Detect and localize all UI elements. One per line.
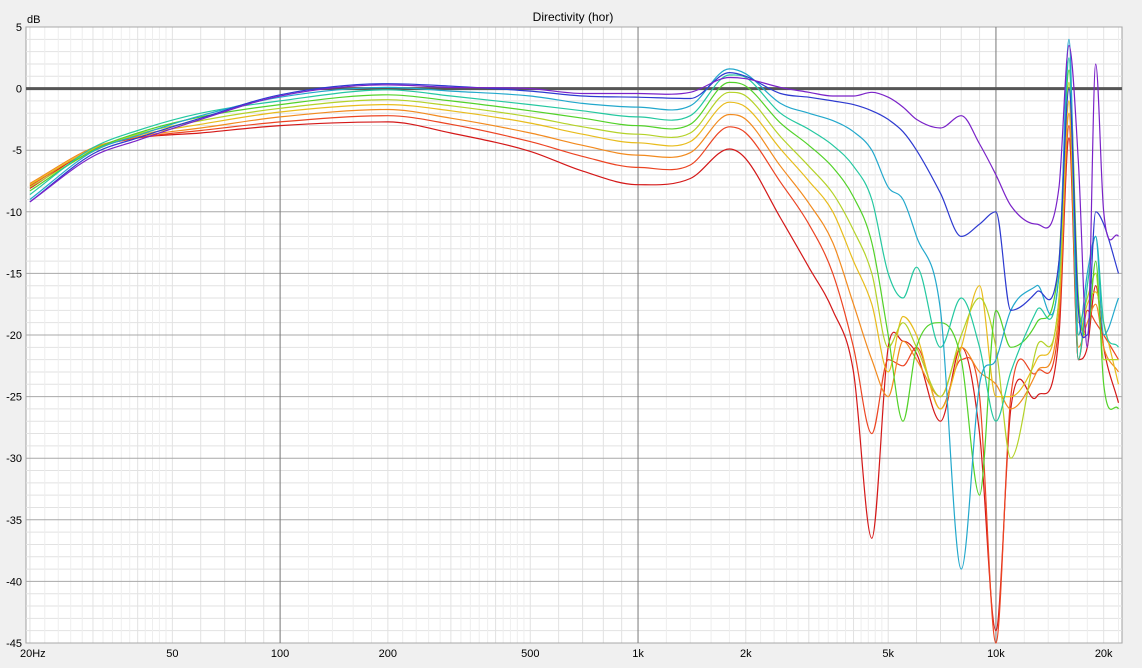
x-tick-label: 5k: [882, 648, 894, 660]
y-axis-label: dB: [27, 14, 40, 26]
x-tick-label: 10k: [987, 648, 1005, 660]
x-tick-label: 100: [271, 648, 289, 660]
x-tick-label: 500: [521, 648, 539, 660]
series-layer: [29, 38, 1120, 644]
series-line-1: [29, 72, 1120, 339]
series-line-7: [29, 108, 1120, 410]
y-axis-tick-labels: 5 0 -5 -10 -15 -20 -25 -30 -35 -40 -45: [6, 22, 22, 650]
x-axis-tick-labels: 20Hz 50 100 200 500 1k 2k 5k 10k 20k: [20, 648, 1113, 660]
x-tick-label: 200: [379, 648, 397, 660]
y-tick-label: -10: [6, 207, 22, 219]
x-tick-label: 20k: [1095, 648, 1113, 660]
y-tick-label: -30: [6, 453, 22, 465]
x-tick-label: 2k: [740, 648, 752, 660]
x-tick-label: 1k: [632, 648, 644, 660]
y-tick-label: 0: [16, 84, 22, 96]
y-tick-label: -40: [6, 576, 22, 588]
y-tick-label: -5: [12, 145, 22, 157]
chart-title: Directivity (hor): [533, 10, 614, 24]
series-line-2: [29, 38, 1120, 570]
y-tick-label: -45: [6, 638, 22, 650]
y-tick-label: -35: [6, 515, 22, 527]
y-tick-label: -15: [6, 268, 22, 280]
series-line-6: [29, 100, 1120, 410]
series-line-0: [29, 44, 1120, 348]
series-line-4: [29, 69, 1120, 496]
series-line-3: [29, 57, 1120, 422]
series-line-5: [29, 81, 1119, 459]
x-tick-label: 50: [166, 648, 178, 660]
y-tick-label: -20: [6, 330, 22, 342]
y-tick-label: 5: [16, 22, 22, 34]
x-tick-label: 20Hz: [20, 648, 46, 660]
y-tick-label: -25: [6, 392, 22, 404]
